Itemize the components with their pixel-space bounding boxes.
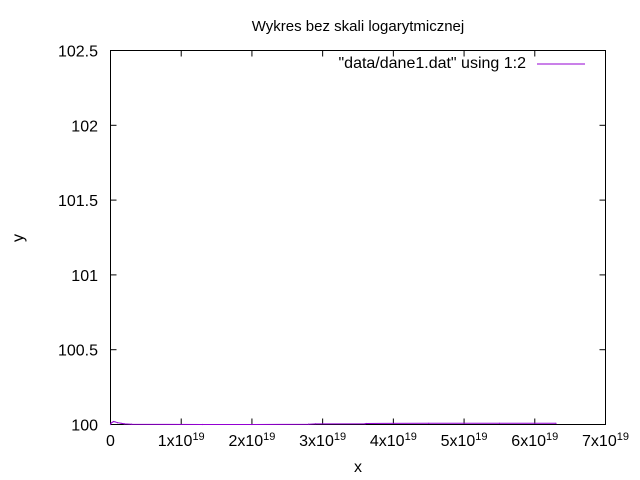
y-axis-title: y	[10, 234, 27, 242]
x-tick-label: 7x1019	[582, 431, 629, 450]
data-point	[113, 420, 115, 423]
y-tick-label: 102	[71, 118, 98, 135]
x-tick-label: 3x1019	[299, 431, 346, 450]
plot-frame	[110, 50, 606, 425]
x-tick-label: 6x1019	[511, 431, 558, 450]
data-point	[201, 423, 204, 426]
data-point	[110, 422, 112, 424]
chart-title: Wykres bez skali logarytmicznej	[252, 18, 464, 35]
y-tick-label: 102.5	[58, 44, 98, 61]
data-point	[109, 423, 112, 426]
data-point	[131, 423, 133, 425]
x-tick-label: 0	[106, 433, 115, 450]
y-tick-label: 101.5	[58, 193, 98, 210]
legend: "data/dane1.dat" using 1:2	[338, 55, 585, 72]
data-point	[124, 423, 126, 425]
y-axis-label: y	[10, 234, 27, 242]
data-point	[314, 423, 317, 425]
y-tick-label: 100.5	[58, 343, 98, 360]
data-point	[365, 422, 368, 425]
x-tick-labels: 0 1x1019 2x1019 3x1019 4x1019 5x1019 6x1019 7x1…	[106, 431, 629, 450]
y-tick-label: 100	[71, 418, 98, 435]
y-tick-labels: 100 100.5 101 101.5 102 102.5	[58, 44, 98, 435]
data-point	[364, 423, 366, 425]
data-point	[111, 421, 113, 423]
y-tick-label: 101	[71, 268, 98, 285]
legend-label: "data/dane1.dat" using 1:2	[338, 55, 526, 72]
x-tick-label: 2x1019	[228, 431, 275, 450]
data-point	[114, 421, 117, 423]
data-point	[120, 422, 122, 424]
axis-ticks	[110, 50, 606, 425]
x-axis-title: x	[354, 459, 362, 476]
data-point	[555, 422, 557, 424]
series-layer	[109, 420, 557, 426]
data-point	[428, 422, 430, 424]
x-tick-label: 1x1019	[158, 431, 205, 450]
x-tick-label: 5x1019	[441, 431, 488, 450]
x-tick-label: 4x1019	[370, 431, 417, 450]
data-point	[498, 422, 501, 424]
data-point	[307, 423, 310, 425]
data-point	[251, 423, 253, 426]
data-point	[116, 422, 119, 424]
